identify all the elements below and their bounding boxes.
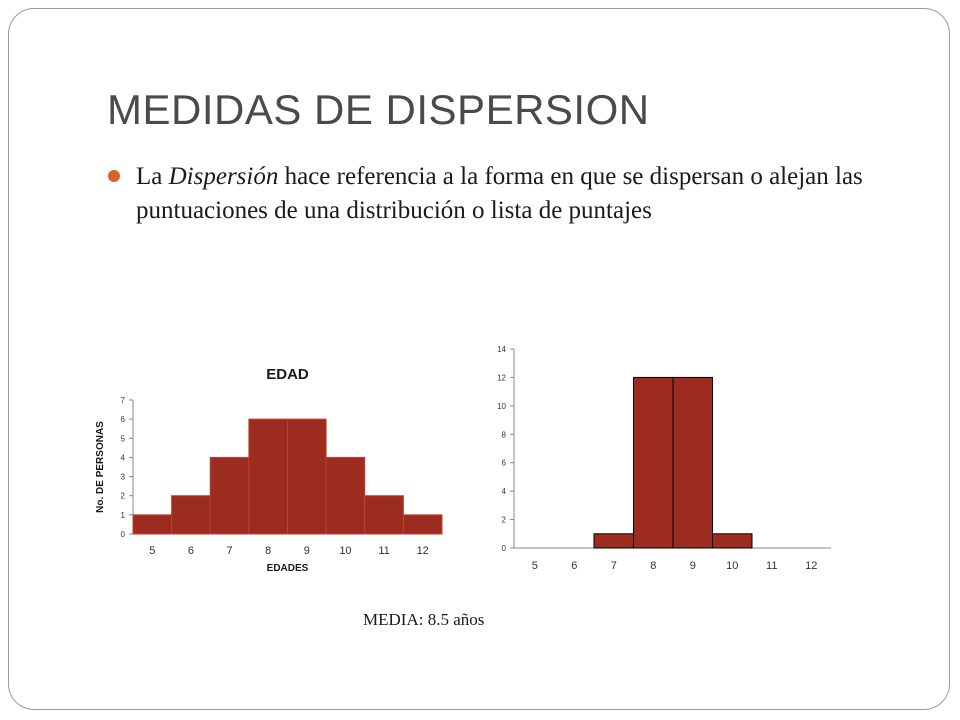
y-tick-label: 8 [502, 430, 507, 439]
y-tick-label: 2 [121, 492, 126, 501]
x-tick-label: 8 [265, 545, 271, 557]
bar-10 [712, 533, 753, 549]
x-tick-label: 5 [149, 545, 155, 557]
bullet-dot-icon [108, 170, 120, 182]
mean-label: MEDIA: 8.5 años [363, 610, 485, 629]
bar-8 [633, 376, 674, 549]
y-tick-label: 5 [121, 434, 126, 443]
y-tick-label: 6 [502, 459, 507, 468]
bullet-text-post: hace referencia a la forma en que se dis… [136, 163, 863, 224]
x-tick-label: 9 [304, 545, 310, 557]
x-tick-label: 9 [690, 560, 696, 572]
x-tick-label: 6 [188, 545, 194, 557]
bar-7 [593, 533, 634, 549]
y-tick-label: 3 [121, 473, 126, 482]
x-tick-label: 7 [227, 545, 233, 557]
x-tick-label: 8 [650, 560, 656, 572]
x-axis-label: EDADES [267, 563, 309, 574]
y-tick-label: 0 [121, 530, 126, 539]
y-tick-label: 0 [502, 544, 507, 553]
histogram-concentrated: 0 2 4 6 8 10 12 14 5 6 7 8 9 10 11 12 [497, 345, 831, 572]
x-tick-label: 12 [417, 545, 429, 557]
y-tick-label: 2 [502, 516, 507, 525]
x-tick-label: 11 [766, 560, 777, 572]
y-tick-label: 6 [121, 415, 126, 424]
bar-9 [287, 418, 327, 535]
bullet-text-pre: La [136, 163, 169, 190]
bullet-text: La Dispersión hace referencia a la forma… [136, 160, 916, 228]
bar-10 [325, 456, 366, 535]
bar-6 [171, 495, 211, 535]
x-tick-label: 11 [378, 545, 389, 557]
x-tick-label: 7 [611, 560, 617, 572]
chart-title: EDAD [266, 366, 309, 383]
y-tick-label: 14 [497, 345, 506, 354]
y-tick-label: 4 [121, 453, 126, 462]
slide-frame [8, 8, 950, 710]
x-tick-label: 5 [532, 560, 538, 572]
y-tick-label: 4 [502, 487, 507, 496]
slide-title: MEDIDAS DE DISPERSION [107, 86, 650, 133]
x-tick-label: 6 [571, 560, 577, 572]
bullet-text-emphasis: Dispersión [168, 163, 279, 190]
bar-12 [402, 514, 443, 535]
bar-7 [209, 456, 250, 535]
y-tick-label: 10 [497, 402, 506, 411]
bar-5 [132, 514, 173, 535]
x-tick-label: 10 [339, 545, 351, 557]
bar-8 [248, 418, 288, 535]
x-tick-label: 12 [805, 560, 817, 572]
y-tick-label: 12 [497, 373, 506, 382]
y-tick-label: 7 [121, 396, 126, 405]
x-tick-label: 10 [726, 560, 738, 572]
bar-11 [364, 495, 404, 535]
y-tick-label: 1 [121, 511, 126, 520]
y-axis-label: No. DE PERSONAS [95, 421, 106, 513]
bar-9 [672, 376, 713, 549]
